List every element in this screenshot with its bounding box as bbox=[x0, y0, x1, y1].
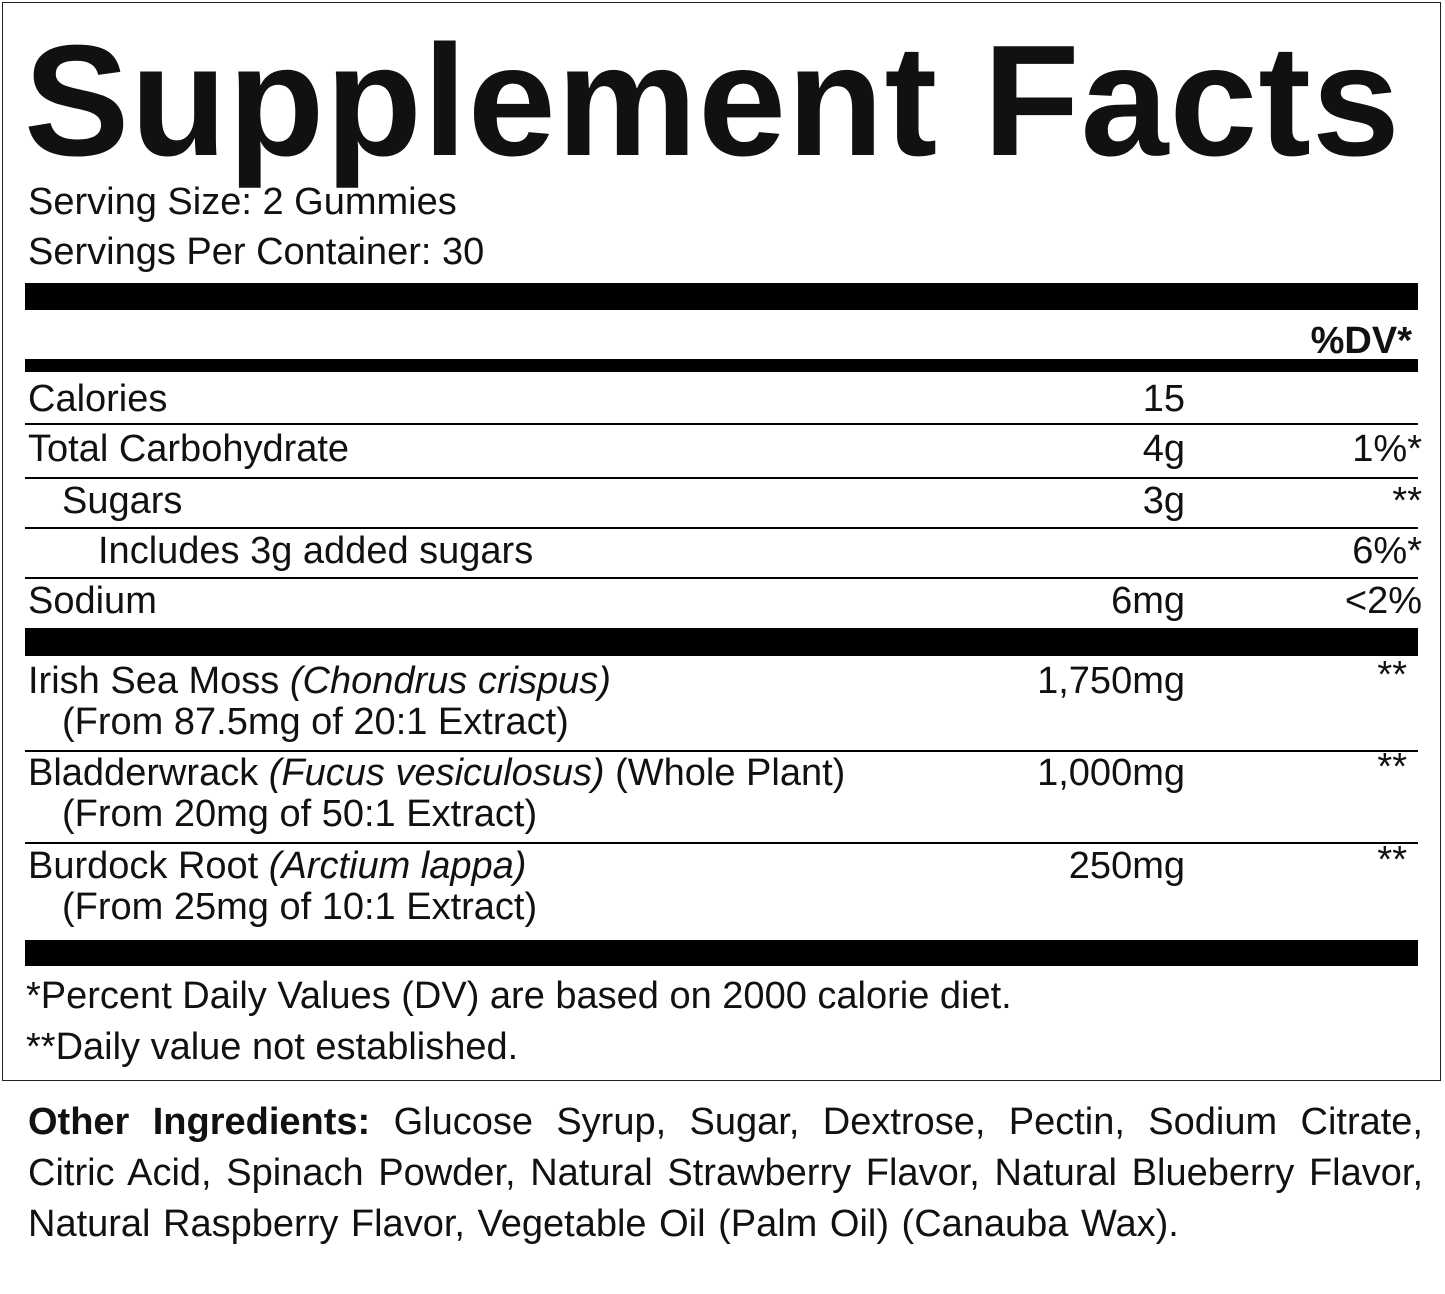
nutrient-amount: 6mg bbox=[1111, 580, 1185, 622]
footnote: *Percent Daily Values (DV) are based on … bbox=[26, 975, 1012, 1017]
ingredient-latin: (Fucus vesiculosus) bbox=[268, 752, 605, 794]
other-ingredients: Other Ingredients: Glucose Syrup, Sugar,… bbox=[28, 1097, 1423, 1250]
ingredient-name: Burdock Root (Arctium lappa) bbox=[28, 847, 526, 885]
ingredient-dv: ** bbox=[1377, 839, 1407, 881]
nutrient-name: Total Carbohydrate bbox=[28, 428, 350, 470]
other-ingredients-text: Glucose Syrup, Sugar, Dextrose, Pectin, … bbox=[28, 1101, 1423, 1245]
thick-rule bbox=[25, 359, 1418, 372]
nutrient-name: Sodium bbox=[28, 580, 157, 622]
thin-rule bbox=[25, 577, 1418, 579]
thick-rule bbox=[25, 283, 1418, 310]
ingredient-extract: (From 20mg of 50:1 Extract) bbox=[62, 793, 538, 835]
serving-size: Serving Size: 2 Gummies bbox=[28, 181, 457, 223]
thin-rule bbox=[25, 750, 1418, 752]
ingredient-name: Bladderwrack (Fucus vesiculosus) (Whole … bbox=[28, 754, 845, 792]
ingredient-extract: (From 87.5mg of 20:1 Extract) bbox=[62, 701, 569, 743]
label-box bbox=[2, 2, 1441, 1081]
ingredient-dv: ** bbox=[1377, 654, 1407, 696]
ingredient-latin: (Arctium lappa) bbox=[268, 845, 527, 887]
nutrient-name: Sugars bbox=[62, 480, 183, 522]
ingredient-amount: 1,750mg bbox=[1037, 660, 1185, 702]
ingredient-amount: 1,000mg bbox=[1037, 752, 1185, 794]
thin-rule bbox=[25, 477, 1418, 479]
nutrient-amount: 4g bbox=[1142, 428, 1185, 470]
ingredient-common: Burdock Root bbox=[28, 845, 259, 887]
thin-rule bbox=[25, 527, 1418, 529]
nutrient-dv: 1%* bbox=[1352, 428, 1422, 470]
other-ingredients-label: Other Ingredients: bbox=[28, 1101, 371, 1143]
thick-rule bbox=[25, 940, 1418, 966]
title: Supplement Facts bbox=[24, 13, 1401, 189]
footnote: **Daily value not established. bbox=[26, 1026, 519, 1068]
servings-per-container: Servings Per Container: 30 bbox=[28, 231, 485, 273]
ingredient-extract: (From 25mg of 10:1 Extract) bbox=[62, 886, 538, 928]
thin-rule bbox=[25, 842, 1418, 844]
ingredient-latin: (Chondrus crispus) bbox=[289, 660, 611, 702]
ingredient-common: Bladderwrack bbox=[28, 752, 259, 794]
nutrient-name: Includes 3g added sugars bbox=[98, 530, 534, 572]
nutrient-dv: 6%* bbox=[1352, 530, 1422, 572]
ingredient-part: (Whole Plant) bbox=[615, 752, 846, 794]
ingredient-amount: 250mg bbox=[1068, 845, 1185, 887]
nutrient-amount: 15 bbox=[1142, 378, 1185, 420]
ingredient-common: Irish Sea Moss bbox=[28, 660, 280, 702]
thin-rule bbox=[25, 423, 1418, 425]
dv-header: %DV* bbox=[1310, 320, 1412, 362]
nutrient-amount: 3g bbox=[1142, 480, 1185, 522]
ingredient-name: Irish Sea Moss (Chondrus crispus) bbox=[28, 662, 611, 700]
nutrient-dv: <2% bbox=[1344, 580, 1422, 622]
ingredient-dv: ** bbox=[1377, 746, 1407, 788]
thick-rule bbox=[25, 628, 1418, 656]
nutrient-dv: ** bbox=[1392, 480, 1422, 522]
nutrient-name: Calories bbox=[28, 378, 168, 420]
